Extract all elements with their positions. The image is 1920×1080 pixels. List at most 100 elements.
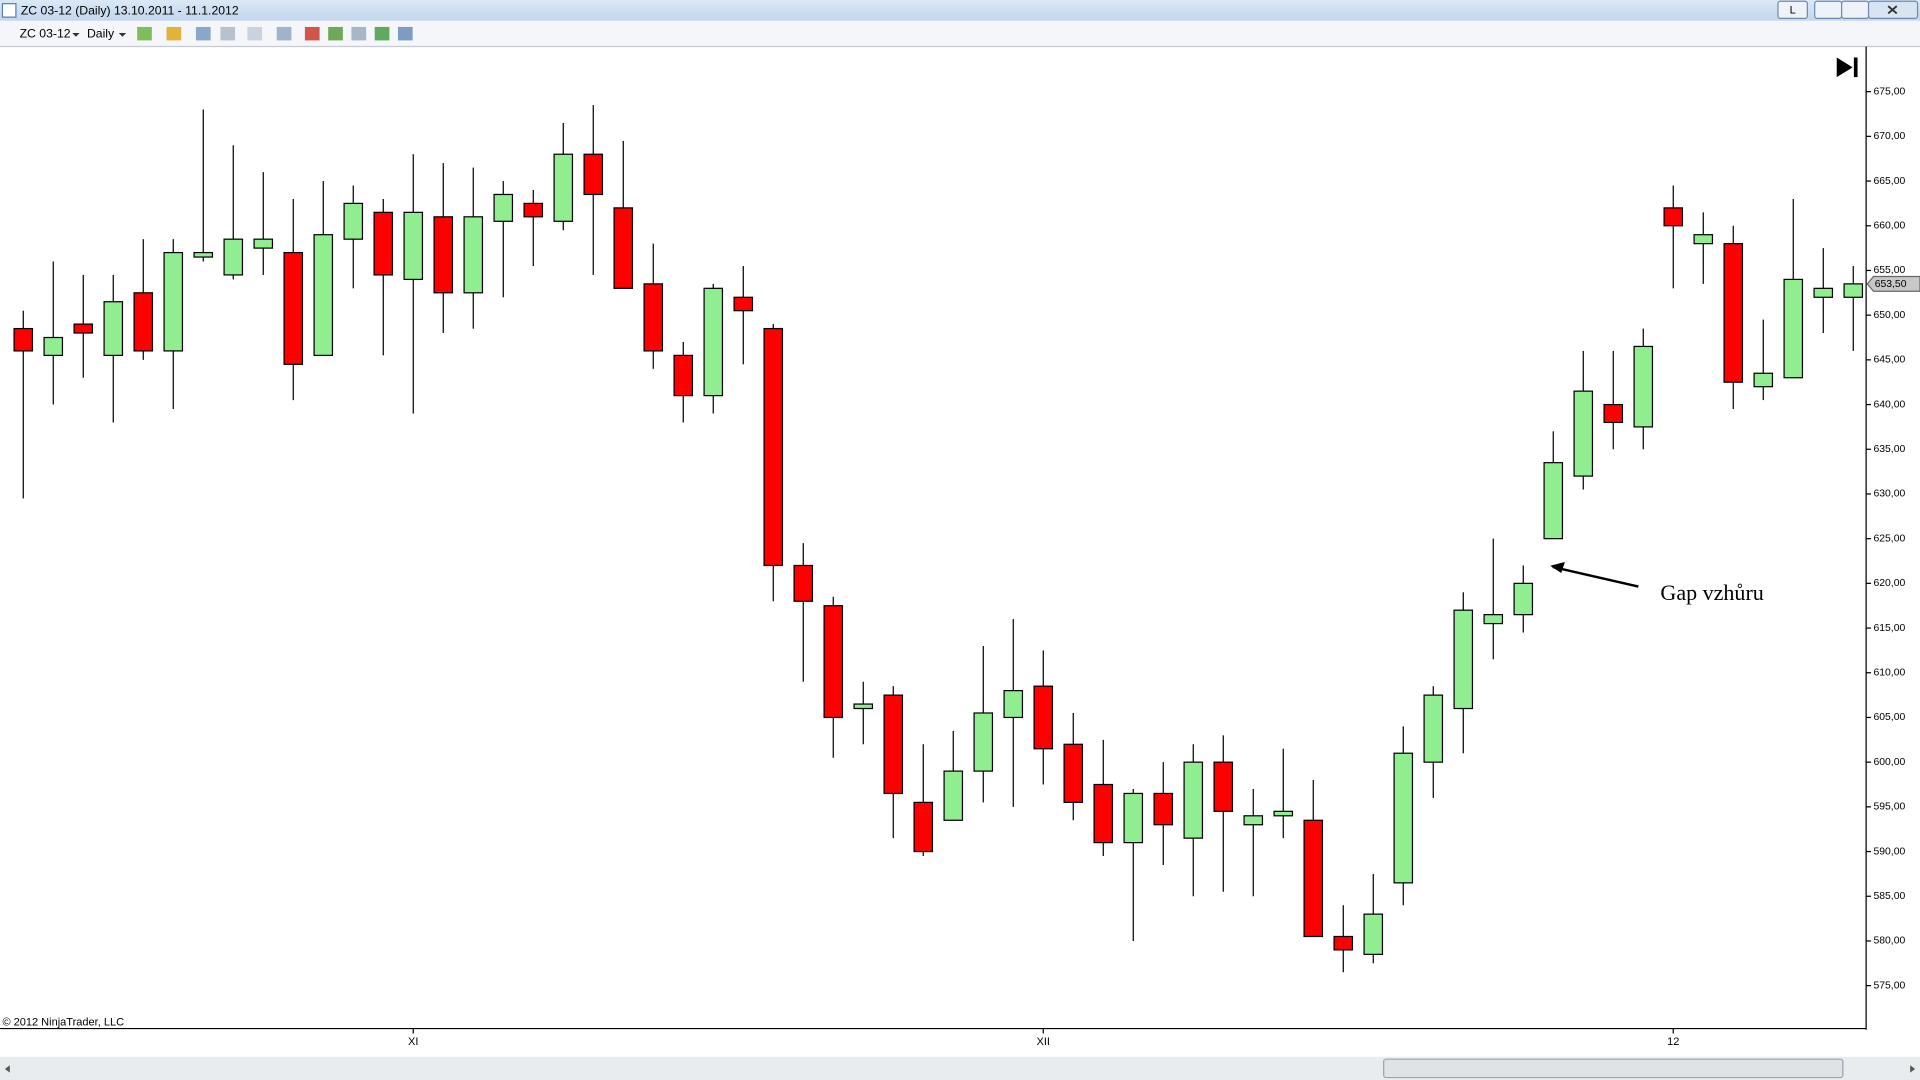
candle-body (223, 238, 244, 276)
y-tick-label: 645,00 (1873, 355, 1905, 366)
period-selector[interactable]: Daily (87, 27, 115, 41)
dropdown-arrow (118, 33, 127, 37)
candle-body (73, 323, 94, 334)
candle-body (1093, 783, 1114, 844)
candle-body (343, 202, 364, 240)
candle-body (163, 251, 184, 352)
candle-body (1213, 761, 1234, 812)
toolbar-icons (137, 26, 413, 41)
money-icon[interactable] (374, 26, 390, 41)
app-icon (1, 3, 17, 18)
dom-icon[interactable] (304, 26, 320, 41)
x-tick-label: 12 (1667, 1036, 1679, 1048)
minimize-button[interactable] (1814, 0, 1843, 19)
candle-body (1153, 792, 1174, 826)
candle-body (943, 770, 964, 821)
y-tick-label: 620,00 (1873, 578, 1905, 589)
candle-body (1273, 810, 1294, 817)
link-button[interactable] (1777, 0, 1808, 19)
candle-body (103, 301, 124, 357)
scroll-end-button[interactable] (1836, 57, 1858, 78)
dropdown-arrow (72, 33, 80, 37)
candle-body (703, 287, 724, 397)
candle-body (1303, 819, 1324, 938)
strategy-icon[interactable] (220, 26, 236, 41)
candle-body (583, 153, 604, 196)
image-icon[interactable] (351, 26, 367, 41)
candle-body (13, 327, 34, 352)
y-tick-label: 640,00 (1873, 399, 1905, 410)
candle-body (1723, 243, 1744, 383)
y-tick-label: 595,00 (1873, 802, 1905, 813)
y-tick-label: 580,00 (1873, 936, 1905, 947)
candle-body (433, 216, 454, 294)
candle-body (1363, 913, 1384, 955)
candle-body (253, 238, 274, 249)
annotation: Gap vzhůru (1660, 580, 1763, 605)
y-tick-label: 625,00 (1873, 533, 1905, 544)
candle-body (1573, 390, 1594, 477)
candle-body (493, 193, 514, 222)
candle-body (763, 327, 784, 567)
close-icon (1887, 5, 1898, 15)
candle-body (973, 712, 994, 772)
candle-body (1603, 403, 1624, 424)
indicator-icon[interactable] (195, 26, 211, 41)
candle-body (883, 694, 904, 795)
candle-body (1243, 815, 1264, 826)
y-tick-label: 665,00 (1873, 176, 1905, 187)
candle-body (463, 216, 484, 294)
y-tick-label: 630,00 (1873, 489, 1905, 500)
candle-body (1693, 234, 1714, 245)
candle-body (823, 605, 844, 719)
candle-body (373, 211, 394, 276)
y-tick-label: 575,00 (1873, 980, 1905, 991)
candle-body (793, 564, 814, 602)
y-tick-label: 615,00 (1873, 623, 1905, 634)
annotation-arrowhead (1550, 562, 1565, 574)
candle-body (1843, 283, 1864, 298)
instrument-selector[interactable]: ZC 03-12 (20, 27, 71, 41)
y-tick-label: 600,00 (1873, 757, 1905, 768)
y-tick-label: 660,00 (1873, 221, 1905, 232)
candle-body (1633, 345, 1654, 428)
bars-icon[interactable] (137, 26, 152, 41)
candle-body (1033, 685, 1054, 750)
candle-body (1333, 935, 1354, 951)
candle-body (1483, 614, 1504, 625)
y-tick-label: 585,00 (1873, 891, 1905, 902)
y-tick-label: 605,00 (1873, 712, 1905, 723)
zoom-icon[interactable] (276, 26, 292, 41)
candle-body (1513, 582, 1534, 616)
candle-body (193, 251, 214, 258)
candle-body (43, 336, 64, 357)
candle-body (313, 234, 334, 357)
trade-icon[interactable] (328, 26, 343, 41)
y-tick-label: 655,00 (1873, 265, 1905, 276)
window-title: ZC 03-12 (Daily) 13.10.2011 - 11.1.2012 (21, 3, 239, 17)
scrollbar-thumb[interactable] (1383, 1058, 1844, 1079)
annotation-arrow (1552, 565, 1639, 588)
copyright: © 2012 NinjaTrader, LLC (2, 1016, 124, 1028)
draw-icon[interactable] (166, 26, 182, 41)
candle-body (853, 703, 874, 710)
last-price-label: 653,50 (1875, 279, 1907, 290)
candle-body (133, 292, 154, 352)
pointer-icon[interactable] (247, 26, 263, 41)
candle-body (403, 211, 424, 281)
candle-body (1123, 792, 1144, 844)
candle-body (643, 283, 664, 352)
y-tick-label: 635,00 (1873, 444, 1905, 455)
candle-body (673, 354, 694, 397)
maximize-button[interactable] (1841, 0, 1870, 19)
y-tick-label: 610,00 (1873, 668, 1905, 679)
properties-icon[interactable] (397, 26, 413, 41)
candle-body (1183, 761, 1204, 839)
candle-body (1753, 372, 1774, 388)
x-tick-label: XI (408, 1036, 418, 1048)
candle-body (1423, 694, 1444, 763)
title-bar (0, 0, 1920, 21)
y-tick-label: 650,00 (1873, 310, 1905, 321)
